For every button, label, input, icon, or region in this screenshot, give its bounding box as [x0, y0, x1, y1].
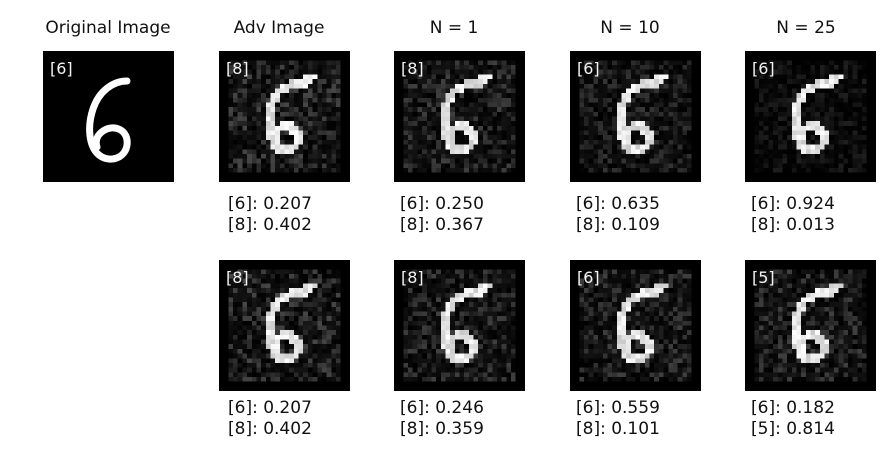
scores-r1-c0: [6]: 0.207 [8]: 0.402	[228, 398, 378, 440]
panel-r1-c0: [8]	[219, 260, 350, 391]
column-title-original: Original Image	[45, 18, 171, 38]
score-line: [6]: 0.250	[400, 194, 484, 214]
column-title-n25: N = 25	[776, 18, 836, 38]
score-line: [6]: 0.924	[751, 194, 835, 214]
scores-r1-c2: [6]: 0.559 [8]: 0.101	[576, 398, 726, 440]
original-image: [6]	[43, 51, 174, 182]
panel-r0-c2: [6]	[570, 51, 701, 182]
score-line: [6]: 0.246	[400, 398, 484, 418]
panel-label: [6]	[752, 59, 775, 78]
original-label: [6]	[50, 59, 73, 78]
panel-label: [6]	[577, 59, 600, 78]
panel-label: [8]	[226, 268, 249, 287]
score-line: [8]: 0.359	[400, 419, 484, 439]
panel-r0-c3: [6]	[745, 51, 876, 182]
score-line: [8]: 0.367	[400, 215, 484, 235]
panel-label: [6]	[577, 268, 600, 287]
score-line: [6]: 0.182	[751, 398, 835, 418]
score-line: [6]: 0.207	[228, 194, 312, 214]
scores-r0-c3: [6]: 0.924 [8]: 0.013	[751, 194, 892, 236]
score-line: [6]: 0.207	[228, 398, 312, 418]
panel-r0-c1: [8]	[394, 51, 525, 182]
score-line: [5]: 0.814	[751, 419, 835, 439]
column-title-n1: N = 1	[429, 18, 479, 38]
score-line: [8]: 0.109	[576, 215, 660, 235]
panel-r1-c1: [8]	[394, 260, 525, 391]
panel-label: [8]	[401, 59, 424, 78]
scores-r0-c2: [6]: 0.635 [8]: 0.109	[576, 194, 726, 236]
column-title-n10: N = 10	[600, 18, 660, 38]
panel-label: [8]	[401, 268, 424, 287]
scores-r1-c1: [6]: 0.246 [8]: 0.359	[400, 398, 550, 440]
score-line: [8]: 0.402	[228, 215, 312, 235]
digit-six-image	[86, 77, 131, 163]
score-line: [8]: 0.402	[228, 419, 312, 439]
score-line: [6]: 0.635	[576, 194, 660, 214]
panel-label: [5]	[752, 268, 775, 287]
scores-r0-c1: [6]: 0.250 [8]: 0.367	[400, 194, 550, 236]
scores-r1-c3: [6]: 0.182 [5]: 0.814	[751, 398, 892, 440]
scores-r0-c0: [6]: 0.207 [8]: 0.402	[228, 194, 378, 236]
score-line: [8]: 0.101	[576, 419, 660, 439]
panel-label: [8]	[226, 59, 249, 78]
score-line: [8]: 0.013	[751, 215, 835, 235]
panel-r0-c0: [8]	[219, 51, 350, 182]
column-title-adv: Adv Image	[233, 18, 325, 38]
panel-r1-c3: [5]	[745, 260, 876, 391]
panel-r1-c2: [6]	[570, 260, 701, 391]
score-line: [6]: 0.559	[576, 398, 660, 418]
